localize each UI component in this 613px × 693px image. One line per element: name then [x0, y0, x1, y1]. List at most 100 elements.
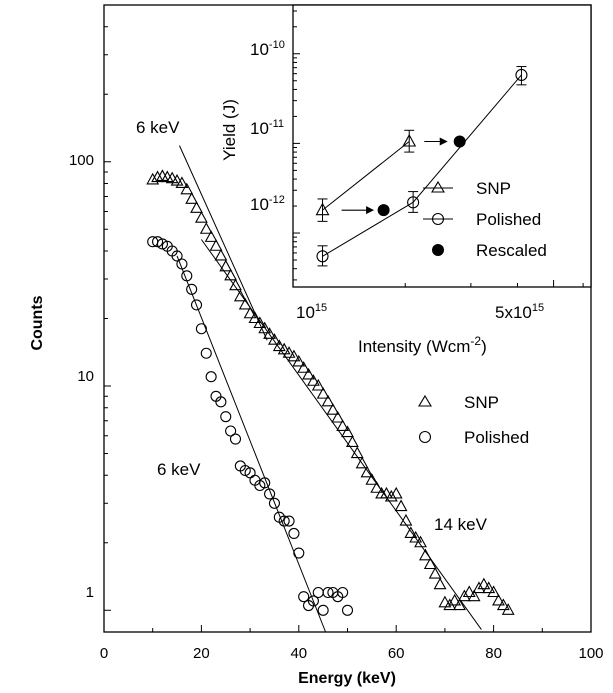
polished-point [317, 604, 329, 616]
inset-y-tick-base: 10 [250, 195, 269, 214]
inset-y-tick-base: 10 [250, 119, 269, 138]
inset-x-tick-1e15-exp: 15 [315, 302, 327, 314]
snp-point [204, 230, 218, 242]
snp-point [233, 289, 247, 302]
snp-point [331, 410, 345, 423]
polished-point [283, 515, 295, 527]
inset-x-title-sup: -2 [470, 334, 481, 348]
snp-point [399, 513, 413, 526]
polished-point [278, 515, 290, 527]
polished-point [293, 547, 305, 559]
snp-point [384, 489, 398, 502]
snp-point [170, 173, 184, 186]
annotation-polished-6kev: 6 keV [157, 460, 201, 479]
y-tick-label-100: 100 [69, 152, 94, 169]
snp-point [326, 403, 340, 415]
polished-point [264, 488, 276, 500]
snp-point [448, 593, 462, 606]
x-tick-label-20: 20 [193, 645, 210, 662]
snp-point [224, 268, 238, 281]
snp-point [321, 394, 335, 407]
snp-point [238, 297, 252, 310]
polished-point [288, 527, 300, 540]
snp-point [258, 321, 272, 334]
snp-point [297, 361, 311, 373]
polished-point [229, 433, 242, 445]
legend-snp-label: SNP [464, 393, 499, 412]
snp-point [428, 566, 442, 579]
annotation-snp-6kev: 6 keV [136, 118, 180, 137]
snp-point [472, 581, 486, 594]
polished-point [195, 323, 207, 335]
snp-point [380, 486, 393, 499]
polished-point [200, 347, 212, 359]
polished-point [322, 586, 334, 599]
snp-point [355, 456, 369, 469]
snp-point [316, 386, 330, 399]
inset-axis-ticks [292, 10, 584, 287]
snp-point [272, 339, 286, 352]
fit-line-0 [179, 145, 268, 341]
annotation-snp-14kev: 14 keV [434, 515, 488, 534]
inset-legend-polished-marker [431, 212, 445, 226]
inset-error-bars [317, 66, 527, 267]
snp-point [263, 327, 277, 339]
polished-point [171, 250, 183, 262]
inset-legend: SNP Polished Rescaled [423, 179, 547, 260]
snp-point [180, 182, 194, 195]
inset-x-tick-5e15-base: 5x10 [495, 303, 532, 322]
series-polished-markers [147, 236, 354, 616]
snp-point [467, 589, 481, 602]
series-snp-markers [146, 169, 515, 615]
inset-y-tick-exp: -12 [269, 194, 285, 206]
inset-x-title-close: ) [481, 337, 487, 356]
polished-point [337, 586, 349, 599]
snp-point [345, 435, 359, 448]
polished-point [220, 411, 232, 423]
snp-point [389, 486, 403, 499]
snp-point [409, 530, 423, 543]
inset-y-axis-title: Yield (J) [220, 99, 239, 161]
inset-polished-point [515, 68, 528, 82]
y-tick-label-10: 10 [77, 368, 94, 385]
snp-point [268, 333, 281, 345]
inset-y-tick-1e-10: 10-10 [250, 39, 285, 59]
snp-point [423, 557, 437, 570]
polished-point [225, 425, 237, 437]
snp-point [146, 172, 160, 185]
inset-snp-point [402, 133, 417, 147]
y-axis-title: Counts [29, 295, 46, 350]
snp-point [185, 192, 199, 204]
snp-point [214, 248, 228, 261]
snp-point [501, 603, 515, 615]
inset-x-axis-title: Intensity (Wcm-2) [358, 334, 487, 356]
snp-point [287, 349, 301, 362]
snp-point [350, 446, 364, 459]
snp-point [282, 346, 296, 358]
inset-legend-rescaled-marker [432, 244, 444, 256]
inset-x-tick-5e15: 5x1015 [495, 302, 544, 322]
inset-x-tick-1e15-base: 10 [296, 303, 315, 322]
snp-point [370, 481, 384, 493]
snp-point [365, 473, 379, 485]
inset-legend-polished-label: Polished [476, 210, 541, 229]
polished-point [341, 604, 354, 616]
snp-point [462, 585, 476, 598]
snp-point [404, 526, 418, 539]
x-axis-title: Energy (keV) [298, 670, 396, 687]
inset-legend-snp-label: SNP [476, 179, 511, 198]
snp-point [277, 342, 291, 355]
polished-point [312, 586, 324, 599]
legend-polished-marker [418, 430, 432, 444]
inset-arrows [341, 137, 448, 215]
polished-point [156, 238, 168, 250]
polished-point [298, 591, 310, 603]
legend-snp-marker [418, 394, 432, 407]
snp-point [209, 239, 223, 251]
inset-polished-point [407, 196, 420, 209]
snp-point [433, 577, 447, 590]
snp-point [302, 367, 315, 380]
snp-point [492, 593, 505, 606]
y-tick-label-1: 1 [86, 584, 94, 601]
